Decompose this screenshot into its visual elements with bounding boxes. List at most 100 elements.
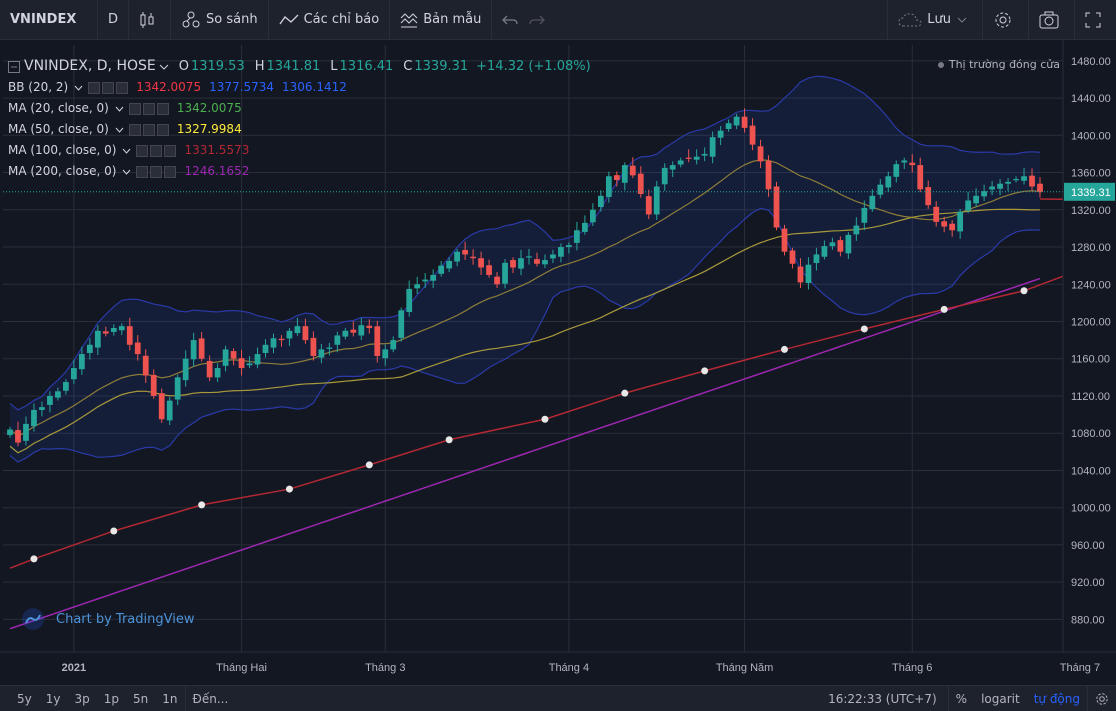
candle-body bbox=[470, 256, 476, 259]
candle-body bbox=[1029, 175, 1035, 187]
indicator-row[interactable]: BB (20, 2) 1342.0075 1377.5734 1306.1412 bbox=[8, 77, 591, 98]
gear-icon[interactable] bbox=[150, 165, 163, 178]
eye-icon[interactable] bbox=[128, 123, 141, 136]
open-value: 1319.53 bbox=[190, 59, 245, 74]
undo-icon[interactable] bbox=[502, 13, 519, 27]
candle-body bbox=[318, 349, 325, 358]
candle-body bbox=[877, 184, 884, 195]
close-icon[interactable] bbox=[156, 123, 169, 136]
save-button[interactable]: Lưu bbox=[887, 0, 982, 39]
eye-icon[interactable] bbox=[88, 81, 101, 94]
gear-icon[interactable] bbox=[102, 81, 115, 94]
indicator-row[interactable]: MA (200, close, 0) 1246.1652 bbox=[8, 161, 591, 182]
eye-icon[interactable] bbox=[136, 165, 149, 178]
close-icon[interactable] bbox=[116, 81, 129, 94]
redo-icon[interactable] bbox=[529, 13, 546, 27]
indicator-name[interactable]: MA (100, close, 0) bbox=[8, 143, 117, 157]
range-button-5n[interactable]: 5n bbox=[133, 691, 149, 706]
indicator-name[interactable]: MA (50, close, 0) bbox=[8, 122, 109, 136]
candle-body bbox=[63, 382, 69, 391]
price-chart[interactable]: 880.00 920.00 960.00 1000.00 1040.00 1080.00 1… bbox=[0, 40, 1116, 685]
candle-body bbox=[78, 354, 85, 370]
candle-body bbox=[805, 264, 812, 283]
indicator-row[interactable]: MA (50, close, 0) 1327.9984 bbox=[8, 119, 591, 140]
indicator-name[interactable]: BB (20, 2) bbox=[8, 80, 69, 94]
symbol-label: VNINDEX bbox=[10, 12, 77, 27]
indicator-action-buttons[interactable] bbox=[88, 81, 130, 94]
candle-body bbox=[901, 160, 908, 163]
indicator-action-buttons[interactable] bbox=[136, 165, 178, 178]
indicator-action-buttons[interactable] bbox=[128, 102, 171, 115]
chevron-down-icon[interactable] bbox=[74, 84, 83, 92]
time-tick-label: Tháng Năm bbox=[716, 662, 773, 674]
candle-body bbox=[118, 326, 125, 331]
candle-body bbox=[502, 262, 508, 284]
candle-body bbox=[230, 351, 237, 359]
candle-body bbox=[198, 338, 205, 359]
candle-body bbox=[869, 195, 876, 210]
candle-body bbox=[438, 265, 445, 274]
goto-date-button[interactable]: Đến... bbox=[184, 686, 236, 711]
candle-body bbox=[150, 374, 157, 396]
tradingview-watermark[interactable]: Chart by TradingView bbox=[22, 608, 194, 630]
eye-icon[interactable] bbox=[136, 144, 149, 157]
candle-body bbox=[717, 130, 724, 138]
range-button-1p[interactable]: 1p bbox=[103, 691, 120, 706]
close-icon[interactable] bbox=[156, 102, 169, 115]
indicator-row[interactable]: MA (20, close, 0) 1342.0075 bbox=[8, 98, 591, 119]
indicator-row[interactable]: MA (100, close, 0) 1331.5573 bbox=[8, 140, 591, 161]
candle-body bbox=[837, 240, 844, 252]
eye-icon[interactable] bbox=[128, 102, 141, 115]
templates-button[interactable]: Bản mẫu bbox=[390, 0, 493, 39]
clock[interactable]: 16:22:33 (UTC+7) bbox=[828, 691, 937, 706]
candle-body bbox=[566, 245, 572, 248]
gear-icon[interactable] bbox=[150, 144, 163, 157]
candle-body bbox=[701, 153, 708, 156]
indicator-name[interactable]: MA (20, close, 0) bbox=[8, 101, 109, 115]
collapse-icon[interactable] bbox=[8, 60, 20, 73]
scale-settings-button[interactable] bbox=[1087, 686, 1116, 711]
candle-body bbox=[102, 331, 109, 334]
screenshot-button[interactable] bbox=[1028, 0, 1074, 39]
chevron-down-icon[interactable] bbox=[115, 126, 124, 134]
percent-toggle[interactable]: % bbox=[947, 686, 974, 711]
candle-body bbox=[757, 146, 764, 162]
gear-icon[interactable] bbox=[142, 102, 155, 115]
candle-body bbox=[965, 200, 972, 211]
range-button-5y[interactable]: 5y bbox=[17, 691, 32, 706]
range-button-3p[interactable]: 3p bbox=[74, 691, 90, 706]
gear-icon[interactable] bbox=[142, 123, 155, 136]
auto-scale-toggle[interactable]: tự động bbox=[1027, 692, 1087, 706]
indicator-name[interactable]: MA (200, close, 0) bbox=[8, 164, 117, 178]
compare-button[interactable]: So sánh bbox=[171, 0, 269, 39]
indicators-button[interactable]: Các chỉ báo bbox=[269, 0, 391, 39]
chevron-down-icon[interactable] bbox=[115, 105, 124, 113]
candle-body bbox=[773, 186, 780, 228]
candle-body bbox=[478, 258, 484, 268]
legend-title[interactable]: VNINDEX, D, HOSE bbox=[24, 58, 156, 74]
candle-body bbox=[166, 400, 173, 421]
candle-body bbox=[406, 288, 413, 313]
symbol-search-button[interactable]: VNINDEX bbox=[0, 0, 98, 39]
chevron-down-icon[interactable] bbox=[122, 168, 131, 176]
indicator-action-buttons[interactable] bbox=[136, 144, 178, 157]
candle-body bbox=[7, 429, 13, 436]
candle-body bbox=[941, 221, 948, 227]
log-toggle[interactable]: logarit bbox=[974, 692, 1027, 706]
chart-type-button[interactable] bbox=[129, 0, 172, 39]
marker-dot bbox=[110, 527, 118, 535]
fullscreen-button[interactable] bbox=[1074, 0, 1116, 39]
chart-area[interactable]: 880.00 920.00 960.00 1000.00 1040.00 1080.00 1… bbox=[0, 40, 1116, 685]
close-icon[interactable] bbox=[164, 144, 177, 157]
range-button-1y[interactable]: 1y bbox=[45, 691, 61, 706]
camera-icon bbox=[1039, 11, 1059, 28]
close-icon[interactable] bbox=[164, 165, 177, 178]
range-button-1n[interactable]: 1n bbox=[162, 691, 178, 706]
price-axis[interactable] bbox=[1063, 40, 1116, 652]
chevron-down-icon[interactable] bbox=[122, 147, 131, 155]
settings-button[interactable] bbox=[982, 0, 1028, 39]
candle-body bbox=[797, 266, 804, 283]
chevron-down-icon[interactable] bbox=[159, 63, 169, 71]
indicator-action-buttons[interactable] bbox=[128, 123, 171, 136]
interval-button[interactable]: D bbox=[98, 0, 130, 39]
